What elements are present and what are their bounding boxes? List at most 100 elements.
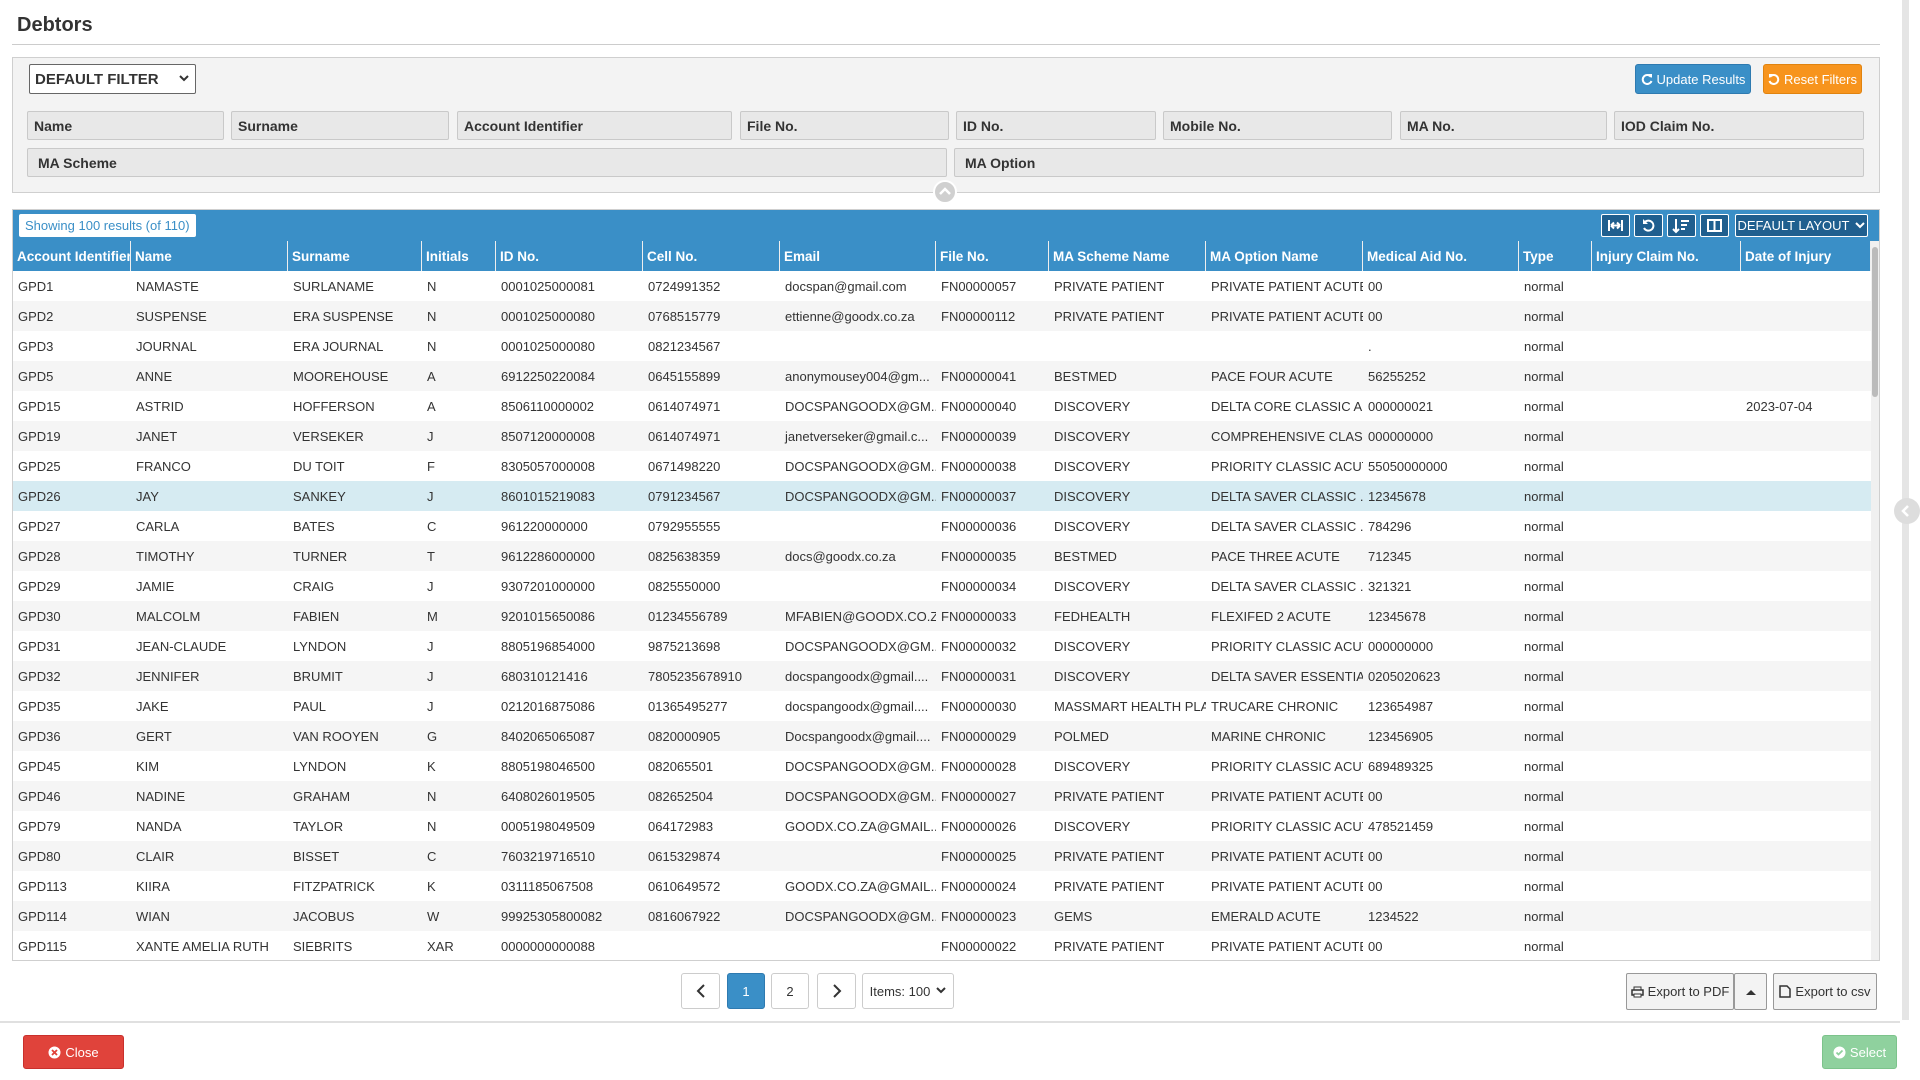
table-row[interactable]: GPD114 WIAN JACOBUS W 99925305800082 08160679…: [13, 901, 1871, 931]
table-cell: NADINE: [136, 789, 186, 804]
column-header[interactable]: Account Identifier: [13, 241, 131, 271]
filter-field[interactable]: Surname: [231, 111, 449, 140]
filter-field[interactable]: IOD Claim No.: [1614, 111, 1864, 140]
table-cell: BISSET: [293, 849, 340, 864]
table-cell: LYNDON: [293, 759, 347, 774]
button-text: Update Results: [1656, 71, 1746, 87]
filter-field[interactable]: MA No.: [1400, 111, 1607, 140]
filter-field[interactable]: Mobile No.: [1163, 111, 1392, 140]
table-row[interactable]: GPD2 SUSPENSE ERA SUSPENSE N 0001025000080 07…: [13, 301, 1871, 331]
prev-page[interactable]: [681, 973, 720, 1009]
button-text: Export to PDF: [1647, 984, 1730, 999]
filter-field[interactable]: Name: [27, 111, 224, 140]
collapse-toggle[interactable]: [933, 180, 957, 204]
columns-button[interactable]: [1700, 214, 1729, 237]
divider: [0, 1021, 1900, 1023]
next-page[interactable]: [817, 973, 856, 1009]
filter-field[interactable]: File No.: [740, 111, 949, 140]
table-cell: A: [427, 399, 436, 414]
table-cell: GPD27: [18, 519, 61, 534]
column-header[interactable]: Name: [131, 241, 288, 271]
table-row[interactable]: GPD29 JAMIE CRAIG J 9307201000000 0825550000 F…: [13, 571, 1871, 601]
fit-columns-button[interactable]: [1601, 214, 1630, 237]
layout-dropdown[interactable]: DEFAULT LAYOUT: [1735, 214, 1868, 237]
export-csv-button[interactable]: Export to csv: [1773, 973, 1877, 1010]
table-row[interactable]: GPD30 MALCOLM FABIEN M 9201015650086 01234556…: [13, 601, 1871, 631]
column-header[interactable]: File No.: [936, 241, 1049, 271]
icon: [1768, 74, 1780, 85]
table-cell: 0825638359: [648, 549, 721, 564]
column-header[interactable]: Initials: [422, 241, 496, 271]
table-row[interactable]: GPD45 KIM LYNDON K 8805198046500 082065501 DOC…: [13, 751, 1871, 781]
column-header[interactable]: Email: [780, 241, 936, 271]
table-cell: 000000021: [1368, 399, 1434, 414]
table-cell: [780, 841, 936, 871]
table-row[interactable]: GPD5 ANNE MOOREHOUSE A 6912250220084 06451558…: [13, 361, 1871, 391]
icon: [1630, 986, 1644, 997]
filter-select[interactable]: DEFAULT FILTER: [29, 64, 196, 94]
side-panel-toggle[interactable]: [1894, 498, 1920, 524]
table-row[interactable]: GPD25 FRANCO DU TOIT F 8305057000008 06714982…: [13, 451, 1871, 481]
filter-field[interactable]: MA Option: [954, 148, 1864, 177]
table-cell: normal: [1524, 759, 1564, 774]
column-header[interactable]: Injury Claim No.: [1592, 241, 1741, 271]
table-cell: [1592, 481, 1741, 511]
close-button[interactable]: Close: [23, 1035, 124, 1069]
page-button[interactable]: 1: [727, 973, 765, 1009]
icon: [1745, 989, 1756, 995]
table-row[interactable]: GPD26 JAY SANKEY J 8601015219083 0791234567 DO…: [13, 481, 1871, 511]
table-row[interactable]: GPD113 KIIRA FITZPATRICK K 0311185067508 0610…: [13, 871, 1871, 901]
table-cell: 01234556789: [648, 609, 728, 624]
column-header[interactable]: Date of Injury: [1741, 241, 1871, 271]
table-row[interactable]: GPD80 CLAIR BISSET C 7603219716510 0615329874…: [13, 841, 1871, 871]
table-cell: FLEXIFED 2 ACUTE: [1211, 609, 1331, 624]
select-button[interactable]: Select: [1822, 1035, 1897, 1069]
table-row[interactable]: GPD27 CARLA BATES C 961220000000 0792955555 FN…: [13, 511, 1871, 541]
table-cell: MALCOLM: [136, 609, 201, 624]
table-row[interactable]: GPD46 NADINE GRAHAM N 6408026019505 082652504…: [13, 781, 1871, 811]
filter-field[interactable]: MA Scheme: [27, 148, 947, 177]
table-row[interactable]: GPD115 XANTE AMELIA RUTH SIEBRITS XAR 000000…: [13, 931, 1871, 960]
table-cell: PRIORITY CLASSIC ACUTE: [1211, 759, 1363, 774]
table-cell: DISCOVERY: [1054, 759, 1131, 774]
table-row[interactable]: GPD19 JANET VERSEKER J 8507120000008 06140749…: [13, 421, 1871, 451]
table-row[interactable]: GPD1 NAMASTE SURLANAME N 0001025000081 072499…: [13, 271, 1871, 301]
column-header[interactable]: Cell No.: [643, 241, 780, 271]
table-row[interactable]: GPD28 TIMOTHY TURNER T 9612286000000 08256383…: [13, 541, 1871, 571]
table-cell: 6912250220084: [501, 369, 595, 384]
table-cell: FN00000033: [941, 609, 1017, 624]
table-cell: BATES: [293, 519, 335, 534]
column-header[interactable]: MA Scheme Name: [1049, 241, 1206, 271]
table-cell: [1206, 331, 1363, 361]
update-button[interactable]: Update Results: [1635, 64, 1751, 94]
sort-button[interactable]: [1667, 214, 1696, 237]
table-cell: [1592, 781, 1741, 811]
table-row[interactable]: GPD79 NANDA TAYLOR N 0005198049509 064172983 G…: [13, 811, 1871, 841]
table-row[interactable]: GPD15 ASTRID HOFFERSON A 8506110000002 061407…: [13, 391, 1871, 421]
table-row[interactable]: GPD35 JAKE PAUL J 0212016875086 01365495277 do…: [13, 691, 1871, 721]
column-header[interactable]: ID No.: [496, 241, 643, 271]
table-row[interactable]: GPD32 JENNIFER BRUMIT J 680310121416 78052356…: [13, 661, 1871, 691]
column-header[interactable]: Surname: [288, 241, 422, 271]
table-cell: [1741, 751, 1871, 781]
scroll-thumb[interactable]: [1872, 247, 1878, 397]
filter-field[interactable]: Account Identifier: [457, 111, 732, 140]
table-row[interactable]: GPD3 JOURNAL ERA JOURNAL N 0001025000080 0821…: [13, 331, 1871, 361]
filter-field[interactable]: ID No.: [956, 111, 1156, 140]
column-header[interactable]: Type: [1519, 241, 1592, 271]
page-button[interactable]: 2: [771, 973, 809, 1009]
table-cell: VERSEKER: [293, 429, 364, 444]
table-cell: DELTA SAVER CLASSIC ...: [1211, 519, 1363, 534]
table-cell: HOFFERSON: [293, 399, 375, 414]
column-header[interactable]: MA Option Name: [1206, 241, 1363, 271]
table-row[interactable]: GPD31 JEAN-CLAUDE LYNDON J 8805196854000 9875…: [13, 631, 1871, 661]
table-cell: 12345678: [1368, 489, 1426, 504]
table-cell: PRIORITY CLASSIC ACUTE: [1211, 819, 1363, 834]
items-select[interactable]: Items: 100: [862, 973, 954, 1009]
reset-button[interactable]: Reset Filters: [1763, 64, 1862, 94]
table-row[interactable]: GPD36 GERT VAN ROOYEN G 8402065065087 0820000…: [13, 721, 1871, 751]
column-header[interactable]: Medical Aid No.: [1363, 241, 1519, 271]
export-menu-toggle[interactable]: [1734, 973, 1767, 1010]
export-pdf-button[interactable]: Export to PDF: [1626, 973, 1734, 1010]
refresh-button[interactable]: [1634, 214, 1663, 237]
